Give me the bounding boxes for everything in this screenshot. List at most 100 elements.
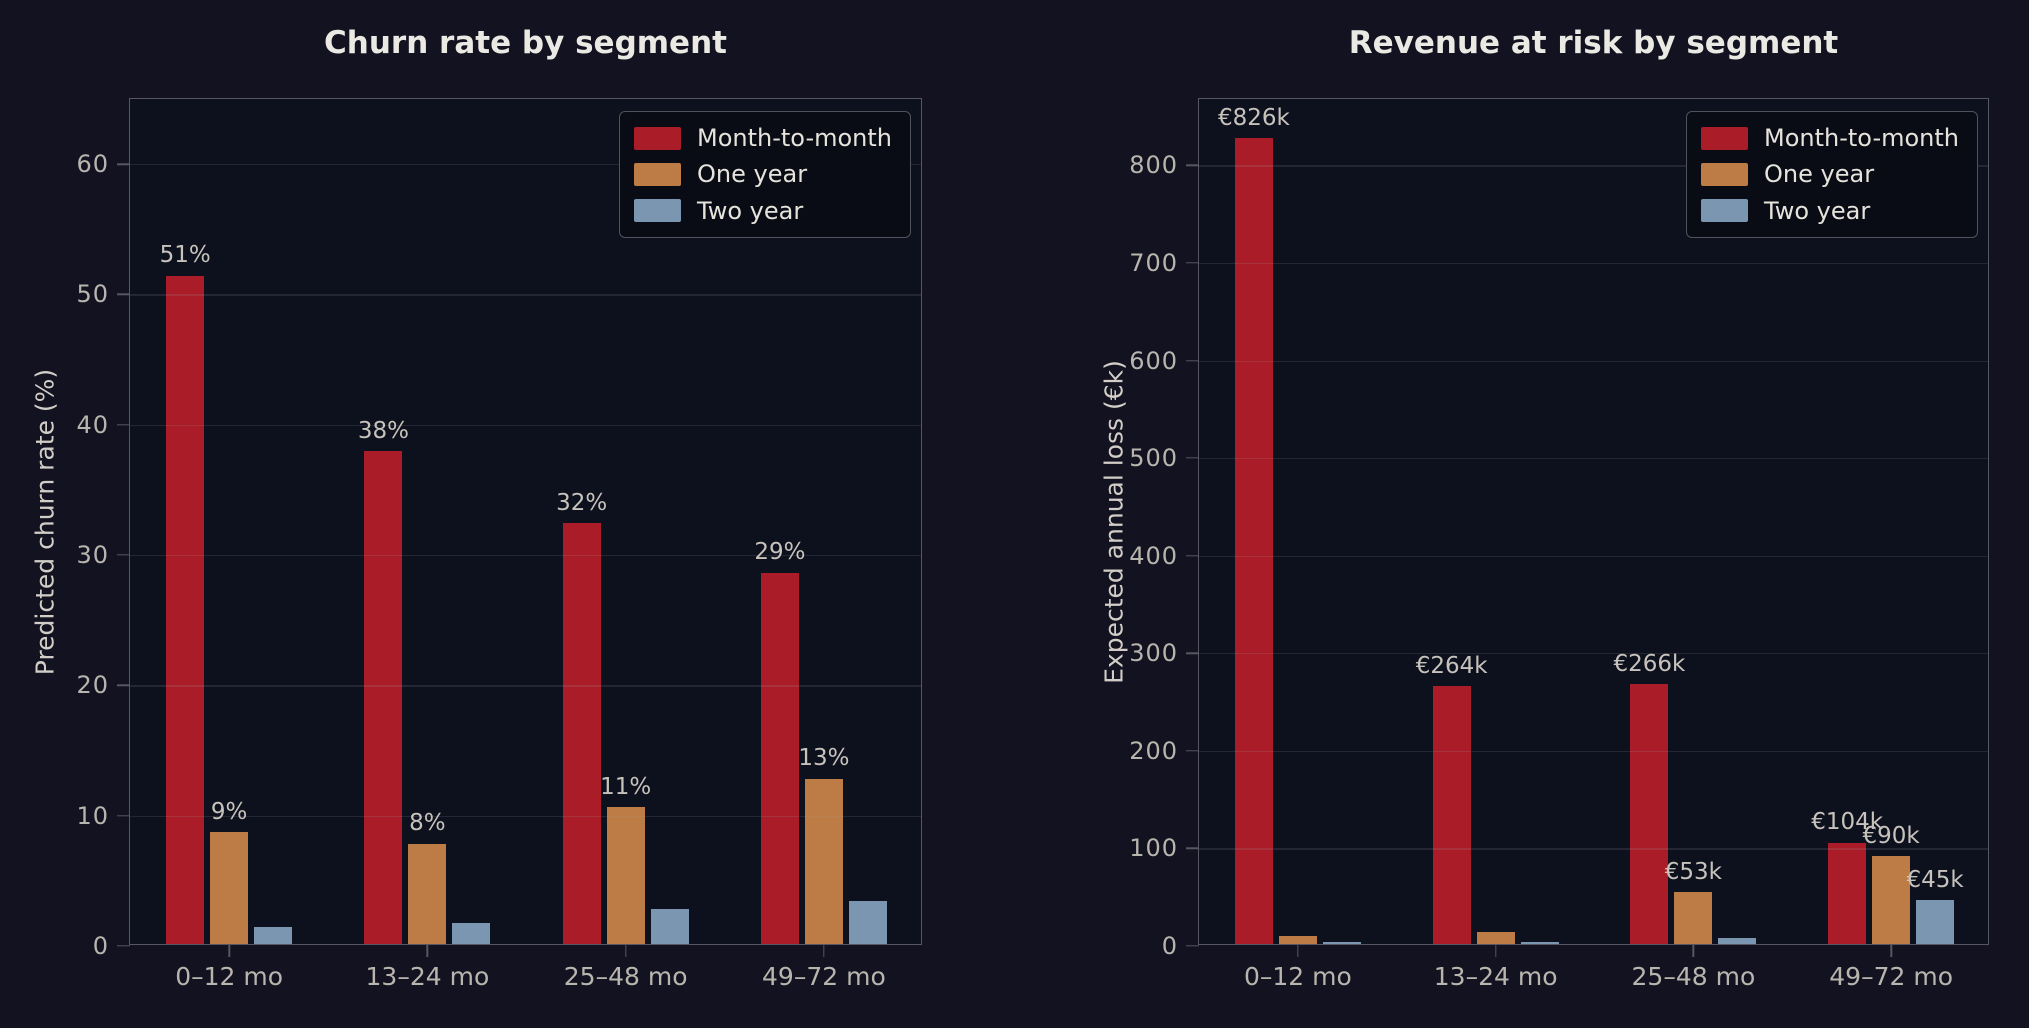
legend-item: Month-to-month	[1701, 125, 1959, 151]
x-tick-mark	[1890, 944, 1892, 957]
bar	[804, 778, 843, 944]
y-tick-label: 50	[76, 280, 109, 309]
x-tick-label: 25–48 mo	[1631, 962, 1756, 991]
bar	[1630, 684, 1669, 944]
y-tick-mark	[117, 554, 130, 556]
legend-item: One year	[634, 160, 892, 189]
bar	[254, 927, 293, 944]
gridline	[130, 164, 921, 166]
bar	[408, 843, 447, 944]
legend-swatch	[1701, 163, 1749, 187]
bar	[1828, 842, 1867, 944]
bar	[1476, 932, 1515, 944]
x-tick-label: 0–12 mo	[175, 962, 284, 991]
bar	[1322, 942, 1361, 944]
gridline	[130, 294, 921, 296]
bar	[210, 831, 249, 944]
gridline	[1199, 262, 1988, 265]
gridline	[130, 424, 921, 426]
gridline	[130, 555, 921, 557]
gridline	[1199, 750, 1988, 753]
bar	[1718, 938, 1757, 944]
x-tick-label: 0–12 mo	[1243, 962, 1352, 991]
y-tick-label: 20	[76, 671, 109, 700]
bar	[452, 923, 491, 944]
y-tick-mark	[1186, 750, 1199, 752]
bar-value-label: 8%	[409, 810, 446, 837]
legend-label: One year	[697, 160, 808, 189]
legend-label: Month-to-month	[1764, 124, 1959, 152]
y-tick-label: 0	[1161, 932, 1178, 960]
legend: Month-to-month One year Two year	[1686, 111, 1978, 239]
chart-title-right: Revenue at risk by segment	[1348, 25, 1839, 61]
y-tick-label: 40	[76, 410, 109, 439]
gridline	[1199, 165, 1988, 167]
bar-value-label: 51%	[159, 242, 211, 269]
bar-value-label: €104k	[1811, 809, 1884, 836]
y-tick-mark	[117, 163, 130, 165]
bar	[760, 572, 799, 944]
x-tick-mark	[426, 944, 429, 957]
legend-swatch	[634, 199, 682, 223]
y-tick-label: 60	[76, 150, 109, 179]
gridline	[1199, 848, 1988, 850]
bar	[562, 523, 601, 944]
legend-swatch	[634, 126, 682, 150]
y-tick-label: 100	[1129, 834, 1178, 863]
y-tick-mark	[1186, 945, 1199, 947]
y-tick-mark	[117, 424, 130, 426]
y-tick-mark	[1186, 652, 1199, 654]
legend-swatch	[634, 163, 682, 187]
legend-item: One year	[1701, 160, 1959, 189]
y-tick-mark	[117, 293, 130, 296]
bar-value-label: €264k	[1415, 653, 1488, 680]
bar	[1520, 942, 1559, 944]
gridline	[1199, 555, 1988, 557]
bar	[166, 275, 205, 944]
gridline	[130, 815, 921, 817]
y-tick-mark	[117, 945, 130, 947]
legend-label: Two year	[697, 196, 804, 225]
x-tick-label: 13–24 mo	[365, 962, 490, 991]
bar-value-label: €90k	[1862, 822, 1920, 849]
y-axis-label-right: Expected annual loss (€k)	[1099, 359, 1129, 684]
x-tick-mark	[624, 944, 627, 957]
y-tick-mark	[117, 684, 130, 687]
x-tick-mark	[823, 944, 825, 957]
y-tick-label: 0	[92, 932, 109, 960]
legend-label: Two year	[1764, 196, 1871, 225]
bar-value-label: 29%	[754, 539, 806, 566]
bar	[1916, 900, 1955, 944]
legend-item: Two year	[634, 196, 892, 225]
legend-item: Month-to-month	[634, 125, 892, 151]
y-tick-label: 10	[76, 801, 109, 830]
y-tick-mark	[1186, 262, 1199, 264]
y-tick-label: 700	[1129, 248, 1178, 277]
bar-value-label: 32%	[556, 489, 608, 516]
bar	[1872, 856, 1911, 944]
plot-area-left: 0 10 20 30 40 50 60 0–12 mo 51% 9% 13–24 mo 38% 8% 25…	[76, 98, 922, 991]
y-tick-label: 30	[76, 541, 109, 570]
plot-area-right: 0 100 200 300 400 500 600 700 800 0–12 mo €826k 13–…	[1129, 98, 1989, 991]
y-tick-label: 300	[1129, 639, 1178, 668]
legend-swatch	[1701, 199, 1749, 223]
y-tick-mark	[1186, 164, 1199, 167]
bar-value-label: €53k	[1664, 859, 1722, 885]
bar	[1432, 686, 1471, 944]
x-tick-label: 49–72 mo	[762, 962, 886, 991]
y-tick-label: 200	[1129, 736, 1178, 765]
gridline	[1199, 458, 1988, 460]
bar	[1234, 137, 1273, 944]
legend-label: One year	[1764, 160, 1875, 189]
y-axis-label-left: Predicted churn rate (%)	[30, 368, 60, 675]
bar	[1674, 892, 1713, 944]
legend-label: Month-to-month	[697, 124, 892, 152]
x-tick-mark	[1692, 944, 1695, 957]
bar-value-label: 11%	[600, 773, 652, 800]
y-tick-mark	[1186, 554, 1199, 557]
chart-title-left: Churn rate by segment	[324, 25, 727, 61]
x-tick-label: 25–48 mo	[563, 962, 688, 991]
bar-value-label: €266k	[1613, 651, 1686, 678]
bar	[606, 807, 645, 944]
